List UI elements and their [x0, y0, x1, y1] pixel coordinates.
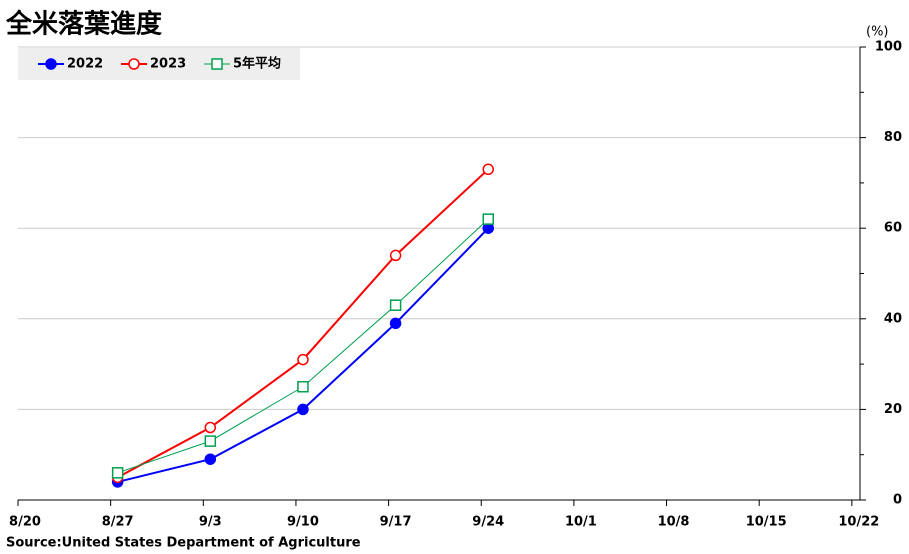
x-tick-label: 9/17	[380, 515, 412, 530]
series-line	[117, 168, 489, 479]
source: Source:United States Department of Agric…	[6, 536, 361, 551]
x-tick-label: 8/20	[9, 515, 41, 530]
data-point	[482, 163, 494, 176]
y-tick-label: 40	[884, 311, 902, 326]
data-point	[297, 403, 309, 416]
y-axis-label: (%)	[866, 25, 889, 40]
legend-marker	[45, 58, 57, 70]
x-tick-label: 10/22	[838, 515, 879, 530]
legend-marker	[211, 58, 223, 70]
y-tick-label: 80	[884, 130, 902, 145]
legend-label: 2022	[67, 57, 103, 72]
legend-label: 5年平均	[233, 56, 281, 72]
series-line	[117, 218, 489, 474]
chart-title: 全米落葉進度	[5, 9, 162, 40]
data-point	[297, 353, 309, 366]
legend-label: 2023	[150, 57, 186, 72]
x-tick-label: 10/8	[658, 515, 690, 530]
x-tick-label: 8/27	[102, 515, 134, 530]
x-tick-label: 9/3	[199, 515, 222, 530]
data-point	[204, 453, 217, 465]
legend-box	[18, 48, 300, 80]
legend-marker	[128, 58, 140, 70]
data-point	[389, 249, 402, 262]
data-point	[389, 299, 402, 311]
data-point	[389, 317, 402, 330]
x-tick-label: 9/10	[287, 515, 319, 530]
data-point	[204, 435, 217, 447]
x-tick-label: 10/15	[746, 515, 787, 530]
y-tick-label: 100	[875, 40, 902, 55]
data-point	[204, 421, 217, 434]
x-tick-label: 10/1	[565, 515, 597, 530]
data-point	[297, 381, 309, 393]
data-point	[482, 213, 494, 225]
data-point	[111, 467, 124, 479]
x-tick-label: 9/24	[472, 515, 504, 530]
y-tick-label: 20	[884, 402, 902, 417]
y-tick-label: 60	[884, 221, 902, 236]
y-tick-label: 0	[893, 493, 902, 508]
